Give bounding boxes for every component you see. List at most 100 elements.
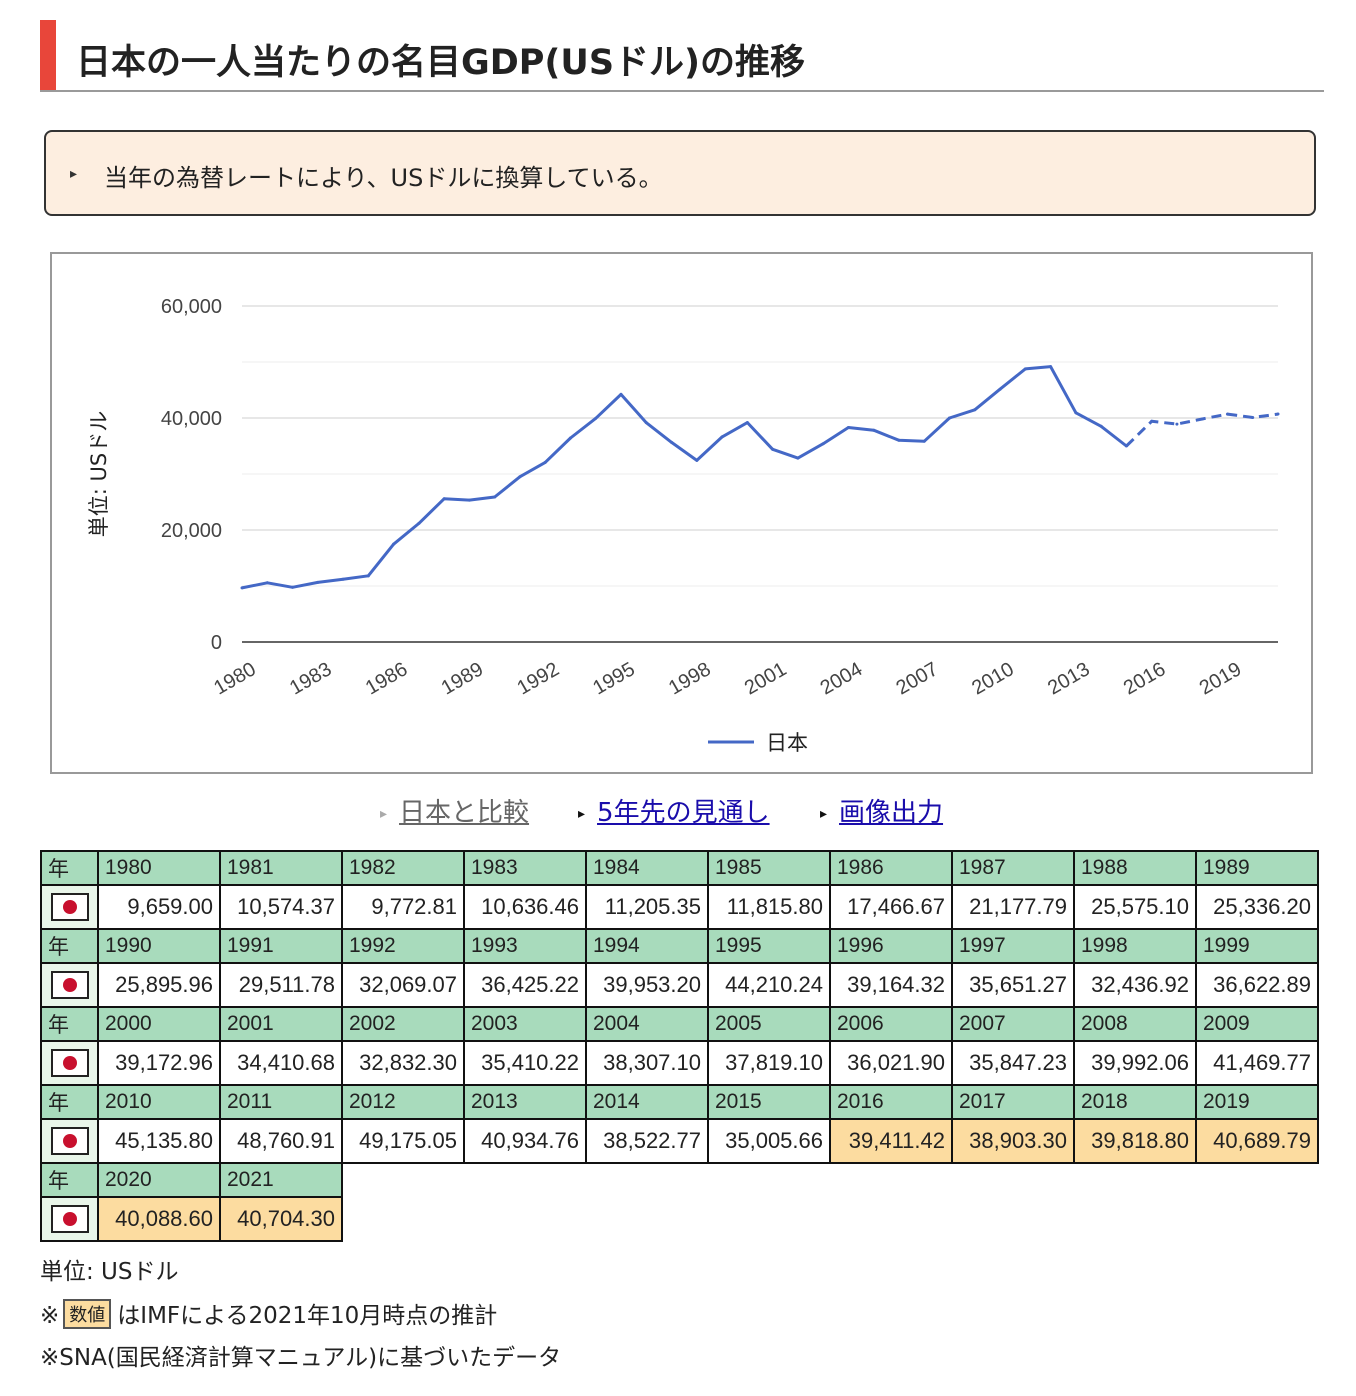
data-point (846, 425, 850, 429)
gdp-value-cell: 11,205.35 (585, 884, 709, 930)
gdp-value-cell: 17,466.67 (829, 884, 953, 930)
year-cell: 1984 (585, 850, 709, 886)
data-point (1251, 416, 1255, 420)
year-cell: 2008 (1073, 1006, 1197, 1042)
data-point (1200, 417, 1204, 421)
gdp-value-cell: 9,772.81 (341, 884, 465, 930)
gdp-value-cell: 32,436.92 (1073, 962, 1197, 1008)
page-heading: 日本の一人当たりの名目GDP(USドル)の推移 (40, 20, 1324, 92)
year-cell: 2011 (219, 1084, 343, 1120)
empty-cell (464, 1197, 586, 1241)
estimate-note: ※ 数値 はIMFによる2021年10月時点の推計 (40, 1296, 497, 1330)
y-tick-label: 40,000 (161, 408, 222, 430)
year-cell: 2016 (829, 1084, 953, 1120)
year-cell: 1991 (219, 928, 343, 964)
gdp-value-cell: 39,953.20 (585, 962, 709, 1008)
gdp-value-cell: 25,895.96 (97, 962, 221, 1008)
five-year-outlook-link[interactable]: 5年先の見通し (597, 798, 770, 828)
year-cell: 2018 (1073, 1084, 1197, 1120)
country-flag-cell (40, 884, 99, 930)
x-tick-label: 1995 (589, 658, 639, 699)
empty-cell (342, 1197, 464, 1241)
data-point (973, 408, 977, 412)
data-point (1150, 419, 1154, 423)
empty-cell (1074, 1197, 1196, 1241)
data-point (1023, 367, 1027, 371)
year-cell: 2005 (707, 1006, 831, 1042)
year-label-cell: 年 (40, 1006, 99, 1042)
empty-cell (342, 1163, 464, 1197)
data-point (417, 521, 421, 525)
gdp-value-cell: 11,815.80 (707, 884, 831, 930)
data-point (366, 574, 370, 578)
data-point (341, 577, 345, 581)
japan-flag-icon (50, 971, 89, 1000)
x-tick-label: 1989 (438, 658, 488, 699)
data-point (872, 428, 876, 432)
gdp-value-cell: 37,819.10 (707, 1040, 831, 1086)
x-tick-label: 1983 (286, 658, 336, 699)
gdp-value-cell: 40,088.60 (97, 1196, 221, 1242)
data-point (771, 447, 775, 451)
x-tick-label: 2001 (741, 658, 791, 699)
year-row: 年 1990 1991 1992 1993 1994 1995 1996 1997 1998 199… (40, 928, 1319, 964)
year-row: 年 2010 2011 2012 2013 2014 2015 2016 2017 2018 201… (40, 1084, 1319, 1120)
image-export-link-item[interactable]: ▸ 画像出力 (820, 792, 943, 829)
gdp-value-cell: 39,992.06 (1073, 1040, 1197, 1086)
x-tick-label: 2016 (1120, 658, 1170, 699)
year-cell: 2021 (219, 1162, 343, 1198)
y-axis-title: 単位: USドル (87, 411, 111, 537)
empty-cell (708, 1197, 830, 1241)
info-note: ▸ 当年の為替レートにより、USドルに換算している。 (44, 130, 1316, 216)
estimate-legend-box: 数値 (63, 1299, 112, 1329)
x-tick-label: 2007 (892, 658, 942, 699)
unit-note: 単位: USドル (40, 1259, 179, 1285)
x-tick-label: 1986 (362, 658, 412, 699)
data-point (1225, 412, 1229, 416)
gdp-value-cell: 39,164.32 (829, 962, 953, 1008)
year-label-cell: 年 (40, 850, 99, 886)
x-tick-label: 2013 (1044, 658, 1094, 699)
gdp-value-cell: 10,636.46 (463, 884, 587, 930)
compare-link-item[interactable]: ▸ 日本と比較 (380, 792, 529, 829)
gdp-value-cell: 32,069.07 (341, 962, 465, 1008)
data-point (644, 421, 648, 425)
data-point (695, 458, 699, 462)
value-row: 45,135.80 48,760.91 49,175.05 40,934.76 38,5… (40, 1118, 1319, 1164)
data-point (316, 580, 320, 584)
compare-with-japan-link[interactable]: 日本と比較 (399, 798, 530, 828)
year-cell: 2014 (585, 1084, 709, 1120)
data-point (493, 495, 497, 499)
japan-flag-icon (50, 1127, 89, 1156)
link-bar: ▸ 日本と比較 ▸ 5年先の見通し ▸ 画像出力 (0, 792, 1356, 832)
year-cell: 2013 (463, 1084, 587, 1120)
sna-note: ※SNA(国民経済計算マニュアル)に基づいたデータ (40, 1345, 562, 1371)
year-row: 年 2000 2001 2002 2003 2004 2005 2006 2007 2008 200… (40, 1006, 1319, 1042)
gdp-value-cell: 29,511.78 (219, 962, 343, 1008)
year-cell: 2000 (97, 1006, 221, 1042)
image-export-link[interactable]: 画像出力 (839, 798, 944, 828)
year-cell: 1996 (829, 928, 953, 964)
data-point (1124, 444, 1128, 448)
data-point (1175, 422, 1179, 426)
data-point (1049, 365, 1053, 369)
data-point (670, 440, 674, 444)
arrow-icon: ▸ (820, 805, 828, 822)
y-tick-label: 60,000 (161, 296, 222, 318)
empty-cell (1196, 1163, 1318, 1197)
value-row: 25,895.96 29,511.78 32,069.07 36,425.22 39,9… (40, 962, 1319, 1008)
page-title: 日本の一人当たりの名目GDP(USドル)の推移 (76, 43, 806, 83)
data-point (1276, 412, 1280, 416)
country-flag-cell (40, 962, 99, 1008)
gdp-chart: 0 20,000 40,000 60,000 単位: USドル 1980 1983 1986 1… (50, 252, 1313, 774)
year-cell: 1990 (97, 928, 221, 964)
gdp-value-cell: 36,622.89 (1195, 962, 1319, 1008)
year-cell: 1980 (97, 850, 221, 886)
year-cell: 2003 (463, 1006, 587, 1042)
x-tick-label: 2019 (1196, 658, 1246, 699)
data-point (821, 442, 825, 446)
x-tick-label: 1980 (210, 658, 260, 699)
outlook-link-item[interactable]: ▸ 5年先の見通し (578, 792, 770, 829)
gdp-value-cell: 38,903.30 (951, 1118, 1075, 1164)
x-tick-label: 1992 (513, 658, 563, 699)
